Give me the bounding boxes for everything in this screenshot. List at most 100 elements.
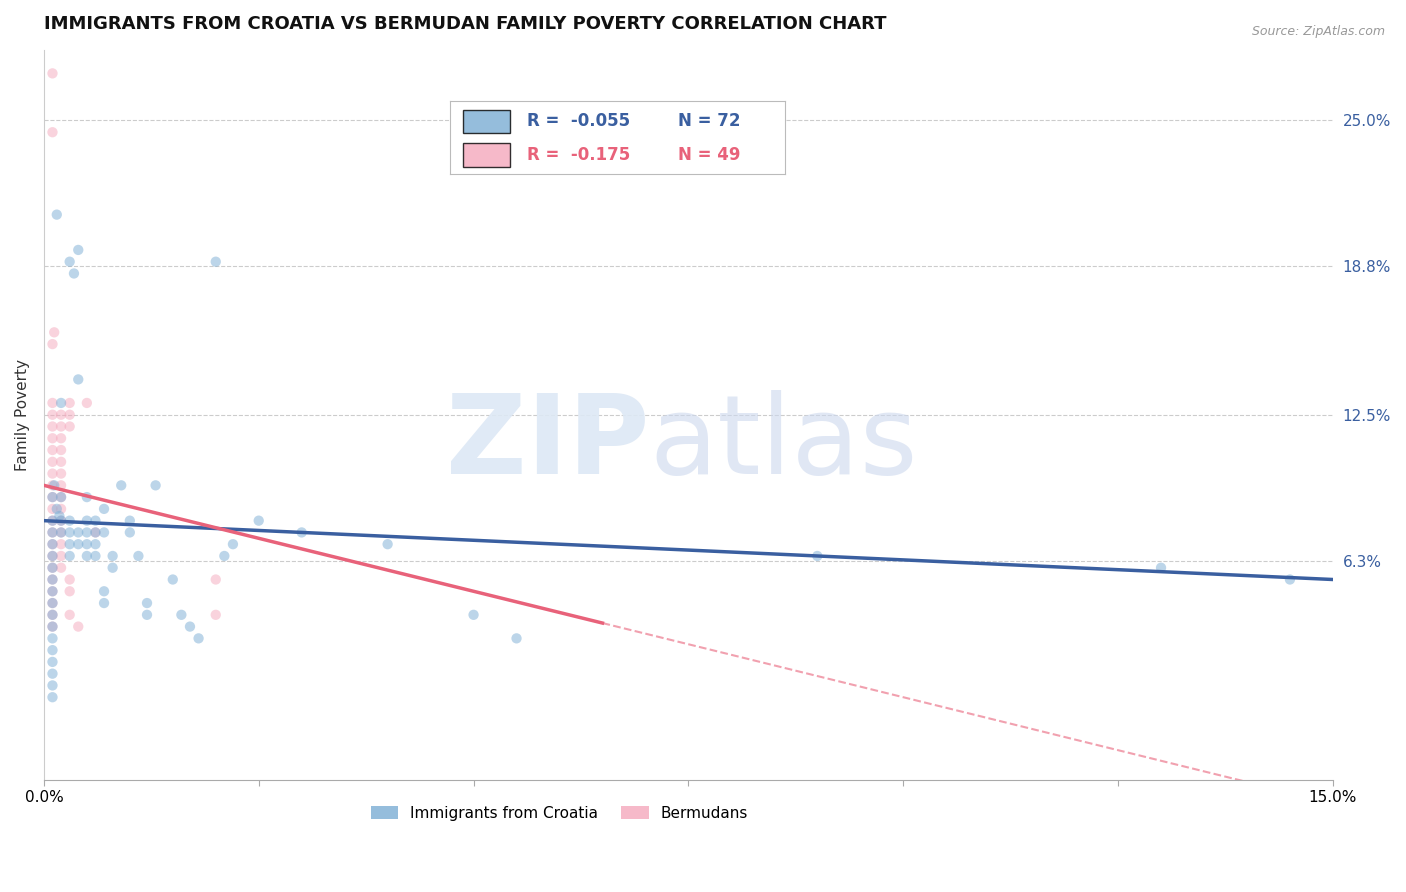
Point bbox=[49, 560, 72, 574]
Point bbox=[41, 501, 63, 516]
Point bbox=[41, 396, 63, 410]
Point bbox=[41, 607, 63, 622]
Text: ZIP: ZIP bbox=[446, 391, 650, 498]
Point bbox=[49, 514, 72, 528]
Point bbox=[49, 443, 72, 458]
Point bbox=[84, 514, 107, 528]
Text: atlas: atlas bbox=[650, 391, 918, 498]
Point bbox=[49, 537, 72, 551]
Point bbox=[49, 478, 72, 492]
Point bbox=[84, 537, 107, 551]
Point bbox=[63, 267, 86, 281]
Point bbox=[377, 537, 399, 551]
Point bbox=[59, 254, 82, 268]
Point bbox=[76, 537, 98, 551]
Point bbox=[41, 549, 63, 563]
Point bbox=[41, 632, 63, 646]
Point bbox=[118, 525, 141, 540]
Point bbox=[59, 396, 82, 410]
Point bbox=[222, 537, 245, 551]
Point bbox=[49, 419, 72, 434]
Point bbox=[59, 408, 82, 422]
Point bbox=[41, 514, 63, 528]
Point bbox=[49, 549, 72, 563]
Point bbox=[59, 525, 82, 540]
Point bbox=[59, 607, 82, 622]
Point bbox=[41, 619, 63, 633]
Point bbox=[59, 549, 82, 563]
Point bbox=[41, 525, 63, 540]
Point bbox=[41, 490, 63, 504]
Point bbox=[49, 490, 72, 504]
Point bbox=[41, 525, 63, 540]
Point bbox=[41, 419, 63, 434]
Point bbox=[93, 596, 115, 610]
Point bbox=[49, 455, 72, 469]
Point bbox=[93, 525, 115, 540]
Point bbox=[49, 408, 72, 422]
Point bbox=[291, 525, 314, 540]
Text: Source: ZipAtlas.com: Source: ZipAtlas.com bbox=[1251, 25, 1385, 38]
Point bbox=[41, 443, 63, 458]
Point bbox=[93, 584, 115, 599]
Point bbox=[49, 490, 72, 504]
Point bbox=[162, 573, 184, 587]
Point bbox=[84, 549, 107, 563]
Point bbox=[41, 584, 63, 599]
Point bbox=[84, 525, 107, 540]
Point bbox=[41, 431, 63, 445]
Point bbox=[118, 514, 141, 528]
Point bbox=[247, 514, 270, 528]
Point bbox=[41, 478, 63, 492]
Point bbox=[45, 208, 67, 222]
Point bbox=[84, 525, 107, 540]
Point bbox=[67, 619, 90, 633]
Point bbox=[41, 573, 63, 587]
Point bbox=[806, 549, 828, 563]
Point bbox=[170, 607, 193, 622]
Legend: Immigrants from Croatia, Bermudans: Immigrants from Croatia, Bermudans bbox=[364, 799, 755, 827]
Point bbox=[187, 632, 209, 646]
Point bbox=[204, 607, 226, 622]
Point bbox=[204, 254, 226, 268]
Point bbox=[59, 584, 82, 599]
Point bbox=[41, 537, 63, 551]
Point bbox=[41, 125, 63, 139]
Point bbox=[49, 501, 72, 516]
Point bbox=[41, 596, 63, 610]
Point bbox=[76, 490, 98, 504]
Point bbox=[41, 584, 63, 599]
Point bbox=[45, 501, 67, 516]
Point bbox=[76, 549, 98, 563]
Point bbox=[44, 326, 66, 340]
Point bbox=[76, 396, 98, 410]
Point bbox=[41, 619, 63, 633]
Point bbox=[67, 243, 90, 257]
Point bbox=[463, 607, 485, 622]
Point bbox=[41, 560, 63, 574]
Point bbox=[136, 596, 159, 610]
Point bbox=[1150, 560, 1173, 574]
Point bbox=[41, 467, 63, 481]
Point bbox=[49, 525, 72, 540]
Point bbox=[41, 490, 63, 504]
Point bbox=[204, 573, 226, 587]
Point bbox=[67, 537, 90, 551]
Point bbox=[49, 396, 72, 410]
Point bbox=[41, 655, 63, 669]
Point bbox=[49, 467, 72, 481]
Point bbox=[41, 455, 63, 469]
Point bbox=[41, 560, 63, 574]
Point bbox=[41, 66, 63, 80]
Point bbox=[41, 690, 63, 705]
Text: IMMIGRANTS FROM CROATIA VS BERMUDAN FAMILY POVERTY CORRELATION CHART: IMMIGRANTS FROM CROATIA VS BERMUDAN FAMI… bbox=[44, 15, 886, 33]
Point bbox=[136, 607, 159, 622]
Point bbox=[41, 573, 63, 587]
Point bbox=[41, 537, 63, 551]
Point bbox=[59, 573, 82, 587]
Point bbox=[93, 501, 115, 516]
Point bbox=[41, 678, 63, 692]
Point bbox=[76, 514, 98, 528]
Point bbox=[41, 408, 63, 422]
Point bbox=[49, 525, 72, 540]
